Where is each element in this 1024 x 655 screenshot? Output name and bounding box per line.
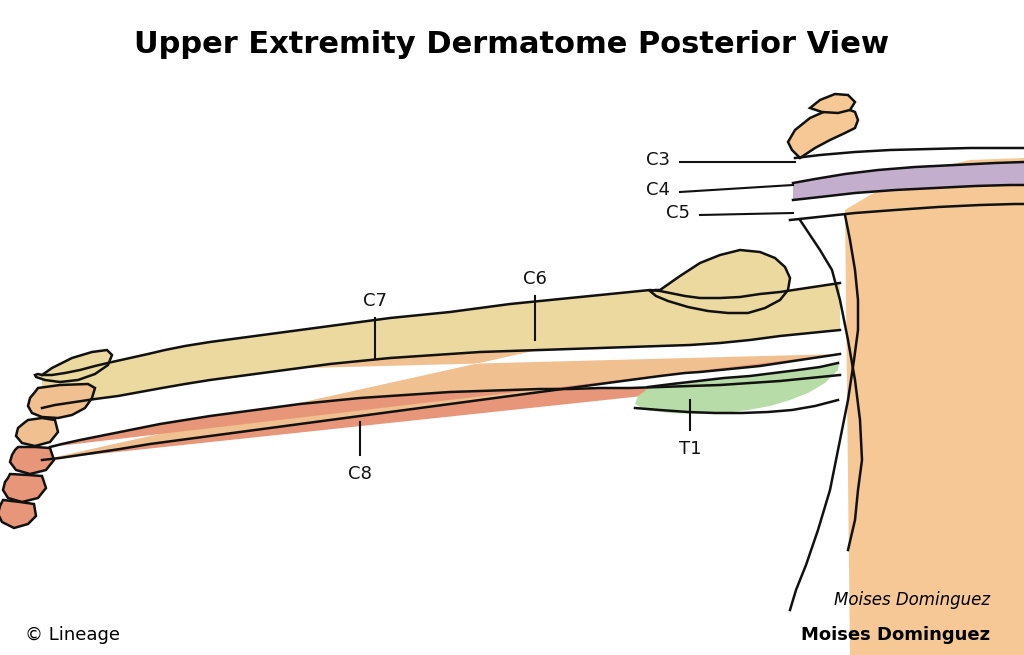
Text: T1: T1: [679, 440, 701, 458]
Polygon shape: [650, 250, 790, 313]
Polygon shape: [788, 108, 858, 158]
Text: C8: C8: [348, 465, 372, 483]
Text: C5: C5: [666, 204, 690, 222]
Polygon shape: [28, 384, 95, 418]
Polygon shape: [810, 94, 855, 113]
Polygon shape: [3, 474, 46, 502]
Polygon shape: [0, 500, 36, 528]
Polygon shape: [10, 447, 54, 474]
Text: Moises Dominguez: Moises Dominguez: [801, 626, 990, 644]
Polygon shape: [793, 162, 1024, 200]
Polygon shape: [42, 283, 840, 408]
Text: C4: C4: [646, 181, 670, 199]
Text: C7: C7: [362, 292, 387, 310]
Polygon shape: [42, 283, 840, 460]
Polygon shape: [635, 356, 840, 414]
Polygon shape: [35, 350, 112, 382]
Polygon shape: [845, 158, 1024, 655]
Polygon shape: [16, 418, 58, 446]
Polygon shape: [42, 354, 840, 460]
Text: © Lineage: © Lineage: [25, 626, 120, 644]
Text: Moises Dominguez: Moises Dominguez: [834, 591, 990, 609]
Text: C6: C6: [523, 270, 547, 288]
Text: Upper Extremity Dermatome Posterior View: Upper Extremity Dermatome Posterior View: [134, 30, 890, 59]
Text: C3: C3: [646, 151, 670, 169]
